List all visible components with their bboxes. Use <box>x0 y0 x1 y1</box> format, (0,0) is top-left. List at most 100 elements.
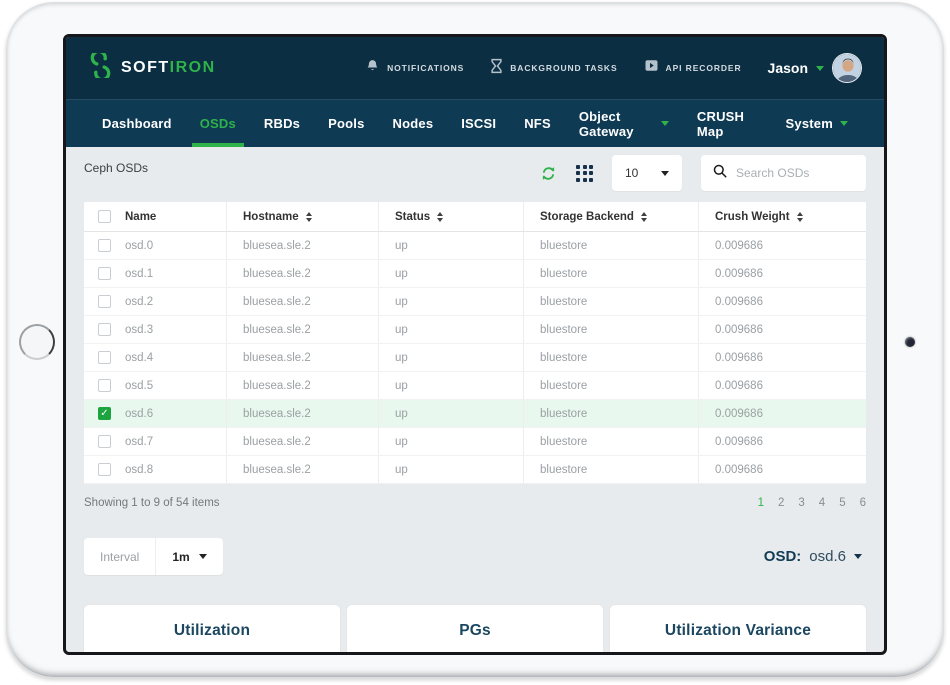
interval-label: Interval <box>84 538 157 575</box>
charts-row: Utilization PGs Utilization Variance <box>84 605 866 652</box>
cell-name: osd.1 <box>125 267 154 280</box>
chart-title: Utilization <box>173 622 251 639</box>
row-checkbox[interactable]: ✓ <box>98 351 111 364</box>
cell-status: up <box>378 372 523 399</box>
play-icon <box>644 58 659 78</box>
column-header-crush-weight[interactable]: Crush Weight <box>698 202 866 231</box>
cell-hostname: bluesea.sle.2 <box>226 372 378 399</box>
nav-tab-rbds[interactable]: RBDs <box>263 116 301 131</box>
cell-crush-weight: 0.009686 <box>698 400 866 427</box>
cell-storage-backend: bluestore <box>523 316 698 343</box>
cell-status: up <box>378 428 523 455</box>
cell-storage-backend: bluestore <box>523 288 698 315</box>
table-row[interactable]: ✓ osd.8 bluesea.sle.2 up bluestore 0.009… <box>84 456 866 484</box>
chevron-down-icon <box>840 121 848 126</box>
table-row[interactable]: ✓ osd.4 bluesea.sle.2 up bluestore 0.009… <box>84 344 866 372</box>
page-number-1[interactable]: 1 <box>757 497 764 509</box>
brand-name: SOFTIRON <box>121 59 216 76</box>
column-header-status[interactable]: Status <box>378 202 523 231</box>
table-row[interactable]: ✓ osd.6 bluesea.sle.2 up bluestore 0.009… <box>84 400 866 428</box>
cell-crush-weight: 0.009686 <box>698 288 866 315</box>
cell-hostname: bluesea.sle.2 <box>226 400 378 427</box>
sort-icon <box>437 211 444 222</box>
cell-name: osd.0 <box>125 239 154 252</box>
refresh-button[interactable] <box>540 165 557 182</box>
tablet-frame: SOFTIRON NOTIFICATIONS <box>6 2 944 678</box>
hourglass-icon <box>490 58 503 79</box>
chevron-down-icon <box>660 121 669 126</box>
table-row[interactable]: ✓ osd.7 bluesea.sle.2 up bluestore 0.009… <box>84 428 866 456</box>
nav-tab-nfs[interactable]: NFS <box>524 116 551 131</box>
osd-selector[interactable]: OSD: osd.6 <box>764 548 862 565</box>
interval-select[interactable]: 1m <box>156 538 222 575</box>
cell-storage-backend: bluestore <box>523 372 698 399</box>
search-input[interactable] <box>736 166 884 180</box>
home-button[interactable] <box>19 324 55 360</box>
chevron-down-icon <box>661 170 669 176</box>
softiron-swirl-icon <box>88 49 113 83</box>
user-menu[interactable]: Jason <box>768 53 862 83</box>
cell-storage-backend: bluestore <box>523 344 698 371</box>
cell-crush-weight: 0.009686 <box>698 316 866 343</box>
cell-status: up <box>378 316 523 343</box>
cell-crush-weight: 0.009686 <box>698 372 866 399</box>
page-number-4[interactable]: 4 <box>818 497 826 509</box>
grid-view-icon[interactable] <box>576 164 593 182</box>
row-checkbox[interactable]: ✓ <box>98 295 111 308</box>
page-size-select[interactable]: 10 <box>612 155 682 191</box>
cell-hostname: bluesea.sle.2 <box>226 428 378 455</box>
items-summary: Showing 1 to 9 of 54 items <box>84 497 220 509</box>
cell-status: up <box>378 344 523 371</box>
nav-tab-pools[interactable]: Pools <box>328 116 365 131</box>
sort-icon <box>305 211 312 222</box>
table-row[interactable]: ✓ osd.1 bluesea.sle.2 up bluestore 0.009… <box>84 260 866 288</box>
column-header-storage-backend[interactable]: Storage Backend <box>523 202 698 231</box>
search-icon <box>712 163 728 184</box>
page-number-6[interactable]: 6 <box>859 497 866 509</box>
page-number-2[interactable]: 2 <box>777 497 785 509</box>
nav-tab-osds[interactable]: OSDs <box>186 100 250 147</box>
row-checkbox[interactable]: ✓ <box>98 463 111 476</box>
row-checkbox[interactable]: ✓ <box>98 407 111 420</box>
page-number-5[interactable]: 5 <box>839 497 846 509</box>
nav-tab-object-gateway[interactable]: Object Gateway <box>565 100 683 147</box>
chart-title: PGs <box>459 622 491 639</box>
nav-tab-dashboard[interactable]: Dashboard <box>102 116 172 131</box>
cell-crush-weight: 0.009686 <box>698 260 866 287</box>
osd-selector-value: osd.6 <box>809 548 846 565</box>
nav-tab-crush-map[interactable]: CRUSH Map <box>696 108 745 139</box>
nav-tab-nodes[interactable]: Nodes <box>392 116 434 131</box>
notifications-button[interactable]: NOTIFICATIONS <box>365 58 464 79</box>
cell-status: up <box>378 288 523 315</box>
row-checkbox[interactable]: ✓ <box>98 239 111 252</box>
row-checkbox[interactable]: ✓ <box>98 379 111 392</box>
background-tasks-button[interactable]: BACKGROUND TASKS <box>490 58 617 79</box>
cell-name: osd.6 <box>125 407 154 420</box>
table-row[interactable]: ✓ osd.5 bluesea.sle.2 up bluestore 0.009… <box>84 372 866 400</box>
table-footer: Showing 1 to 9 of 54 items 1 2 3 4 5 6 <box>84 484 866 522</box>
osd-selector-label: OSD: <box>763 548 802 565</box>
row-checkbox[interactable]: ✓ <box>98 323 111 336</box>
nav-tab-system[interactable]: System <box>772 100 862 147</box>
nav-tab-iscsi[interactable]: ISCSI <box>461 116 497 131</box>
column-header-name[interactable]: Name <box>125 210 157 223</box>
cell-status: up <box>378 400 523 427</box>
select-all-checkbox[interactable]: ✓ <box>98 210 111 223</box>
app-nav: Dashboard OSDs RBDs Pools Nodes ISCSI NF… <box>66 99 884 147</box>
column-header-hostname[interactable]: Hostname <box>226 202 378 231</box>
pagination: 1 2 3 4 5 6 <box>758 497 866 509</box>
table-row[interactable]: ✓ osd.3 bluesea.sle.2 up bluestore 0.009… <box>84 316 866 344</box>
brand-logo: SOFTIRON <box>88 49 216 83</box>
page-number-3[interactable]: 3 <box>798 497 805 509</box>
table-row[interactable]: ✓ osd.2 bluesea.sle.2 up bluestore 0.009… <box>84 288 866 316</box>
row-checkbox[interactable]: ✓ <box>98 267 111 280</box>
row-checkbox[interactable]: ✓ <box>98 435 111 448</box>
cell-storage-backend: bluestore <box>523 428 698 455</box>
cell-name: osd.5 <box>125 379 154 392</box>
cell-status: up <box>378 456 523 483</box>
cell-storage-backend: bluestore <box>523 232 698 259</box>
api-recorder-button[interactable]: API RECORDER <box>644 58 742 78</box>
search-box <box>701 155 884 191</box>
avatar[interactable] <box>832 53 862 83</box>
table-row[interactable]: ✓ osd.0 bluesea.sle.2 up bluestore 0.009… <box>84 232 866 260</box>
